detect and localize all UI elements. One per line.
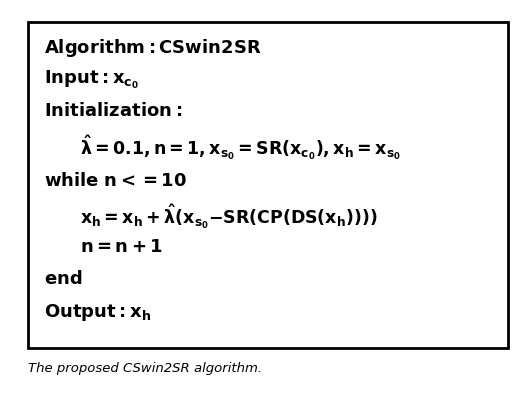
- Text: $\mathbf{Output: x_h}$: $\mathbf{Output: x_h}$: [44, 302, 151, 323]
- Text: $\mathbf{while\ n <= 10}$: $\mathbf{while\ n <= 10}$: [44, 172, 187, 190]
- Text: $\mathbf{\hat{\lambda} = 0.1, n = 1, x_{s_0} = SR(x_{c_0}), x_h = x_{s_0}}$: $\mathbf{\hat{\lambda} = 0.1, n = 1, x_{…: [80, 133, 401, 162]
- Text: $\mathbf{n = n+1}$: $\mathbf{n = n+1}$: [80, 238, 163, 256]
- Text: $\mathbf{end}$: $\mathbf{end}$: [44, 269, 82, 288]
- Text: The proposed CSwin2SR algorithm.: The proposed CSwin2SR algorithm.: [28, 362, 263, 375]
- Text: $\mathbf{Input: x_{c_0}}$: $\mathbf{Input: x_{c_0}}$: [44, 68, 139, 91]
- FancyBboxPatch shape: [28, 22, 508, 348]
- Text: $\mathbf{Initialization:}$: $\mathbf{Initialization:}$: [44, 102, 182, 121]
- Text: $\mathbf{Algorithm: CSwin2SR}$: $\mathbf{Algorithm: CSwin2SR}$: [44, 37, 261, 59]
- Text: $\mathbf{x_h = x_h + \hat{\lambda}(x_{s_0}{-}SR(CP(DS(x_h))))}$: $\mathbf{x_h = x_h + \hat{\lambda}(x_{s_…: [80, 203, 378, 231]
